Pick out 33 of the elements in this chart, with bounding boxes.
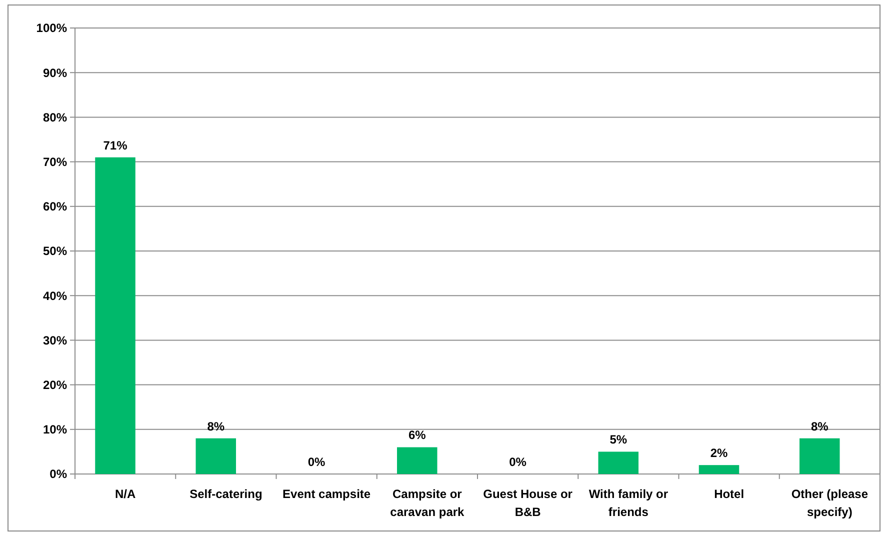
y-tick-label: 60% [42, 200, 68, 214]
y-tick-label: 90% [42, 66, 68, 80]
bar [196, 438, 236, 474]
data-label: 0% [308, 455, 326, 469]
data-label: 8% [207, 419, 225, 434]
x-tick-label: Hotel [714, 487, 744, 501]
data-label: 6% [408, 428, 426, 442]
y-tick-label: 0% [50, 467, 68, 482]
x-tick-label: With family or friends [588, 487, 668, 519]
data-label: 0% [509, 455, 527, 469]
x-tick-label: Guest House or B&B [483, 487, 573, 519]
y-tick-label: 70% [42, 155, 68, 169]
bar [397, 447, 438, 474]
data-label: 8% [810, 419, 829, 434]
data-label: 2% [710, 446, 728, 460]
bar [598, 452, 638, 474]
y-tick-label: 100% [36, 21, 68, 36]
x-tick-label: Other (please specify) [791, 487, 868, 519]
data-label: 71% [103, 138, 128, 152]
bar [698, 465, 740, 474]
y-tick-label: 50% [42, 244, 68, 258]
y-tick-label: 20% [42, 378, 68, 392]
x-tick-label: N/A [114, 487, 136, 501]
y-tick-label: 10% [42, 422, 68, 437]
bar [800, 438, 840, 474]
y-tick-label: 30% [42, 333, 68, 348]
x-tick-label: Self-catering [190, 487, 262, 501]
x-tick-label: Campsite or caravan park [390, 487, 465, 519]
y-tick-label: 80% [42, 110, 68, 124]
y-tick-label: 40% [42, 288, 68, 303]
data-label: 5% [610, 432, 628, 447]
x-tick-label: Event campsite [282, 487, 371, 501]
bar [95, 157, 136, 474]
